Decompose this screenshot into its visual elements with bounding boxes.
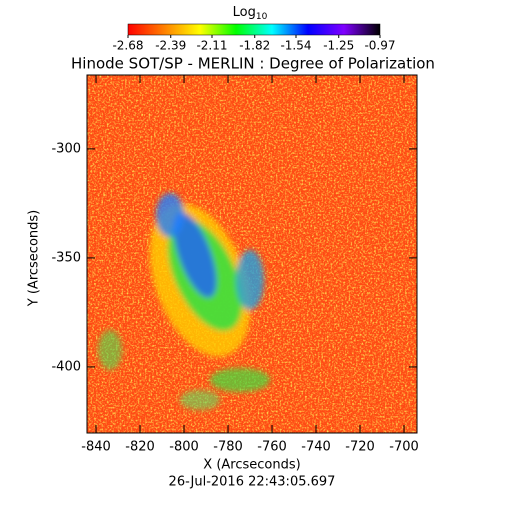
- colorbar-tick-label: -2.11: [196, 39, 227, 53]
- x-tick-label: -820: [125, 440, 155, 455]
- x-tick-label: -780: [213, 440, 243, 455]
- x-tick-label: -800: [169, 440, 199, 455]
- y-axis-label: Y (Arcseconds): [27, 210, 42, 307]
- colorbar-label-text: Log: [233, 5, 256, 20]
- colorbar-label: Log10: [233, 5, 268, 22]
- x-tick-label: -760: [257, 440, 287, 455]
- colorbar-tick-label: -1.82: [239, 39, 270, 53]
- x-tick-label: -840: [81, 440, 111, 455]
- y-tick-label: -400: [51, 359, 81, 374]
- colorbar-label-sub: 10: [256, 12, 268, 22]
- colorbar-tick-label: -1.54: [280, 39, 311, 53]
- y-tick-label: -350: [51, 250, 81, 265]
- image: [87, 75, 417, 433]
- colorbar-tick-label: -1.25: [323, 39, 354, 53]
- colorbar-tick-label: -0.97: [364, 39, 395, 53]
- plot-frame: [86, 74, 418, 434]
- colorbar-tick-label: -2.39: [155, 39, 186, 53]
- x-tick-label: -700: [389, 440, 419, 455]
- y-tick-label: -300: [51, 141, 81, 156]
- subtitle: 26-Jul-2016 22:43:05.697: [169, 475, 336, 490]
- image-features: [98, 193, 270, 410]
- chart-title: Hinode SOT/SP - MERLIN : Degree of Polar…: [71, 55, 435, 73]
- x-axis-label: X (Arcseconds): [203, 458, 300, 473]
- colorbar: [127, 23, 381, 36]
- colorbar-tick-label: -2.68: [112, 39, 143, 53]
- x-tick-label: -740: [301, 440, 331, 455]
- x-tick-label: -720: [345, 440, 375, 455]
